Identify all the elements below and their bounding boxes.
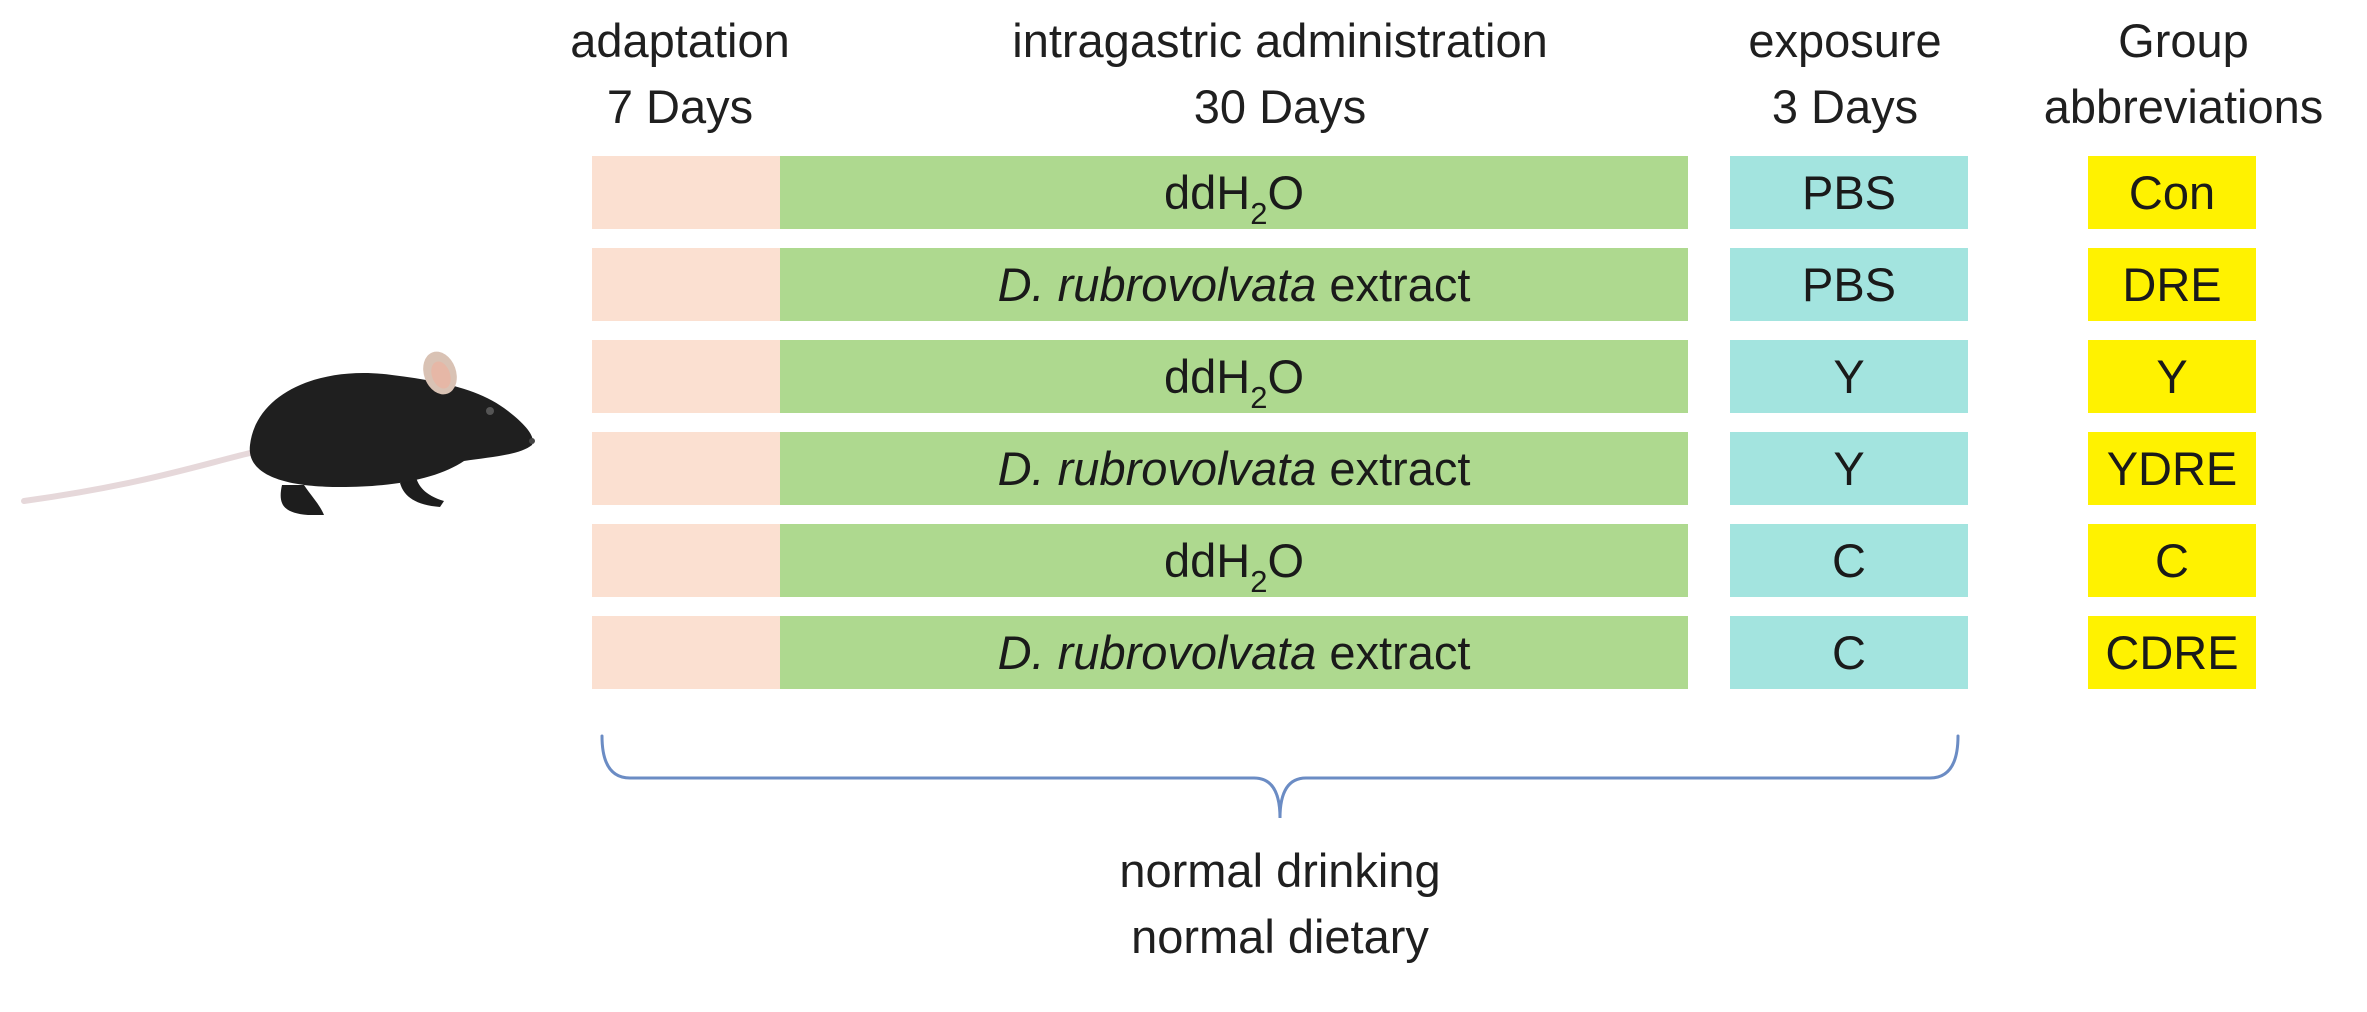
exposure-bar: PBS bbox=[1730, 156, 1968, 229]
abbreviation-badge: Con bbox=[2088, 156, 2256, 229]
header-group-subtitle: abbreviations bbox=[2043, 80, 2324, 133]
treatment-label: D. rubrovolvata extract bbox=[997, 258, 1471, 311]
group-row: D. rubrovolvata extract C CDRE bbox=[0, 616, 2367, 689]
abbreviation-label: Y bbox=[2156, 350, 2188, 403]
mouse-icon bbox=[21, 351, 535, 515]
abbreviation-badge: DRE bbox=[2088, 248, 2256, 321]
header-adaptation-duration: 7 Days bbox=[606, 80, 754, 133]
exposure-bar: C bbox=[1730, 524, 1968, 597]
treatment-bar: ddH2O bbox=[780, 524, 1688, 599]
header-intragastric-title: intragastric administration bbox=[1012, 14, 1548, 67]
treatment-bar: ddH2O bbox=[780, 340, 1688, 415]
exposure-label: PBS bbox=[1801, 166, 1897, 219]
curly-brace-icon bbox=[600, 734, 1960, 819]
exposure-bar: Y bbox=[1730, 432, 1968, 505]
exposure-bar: C bbox=[1730, 616, 1968, 689]
footer-note: normal drinking normal dietary bbox=[1000, 838, 1560, 970]
abbreviation-label: CDRE bbox=[2105, 626, 2239, 679]
exposure-label: C bbox=[1832, 626, 1866, 679]
group-row: ddH2O PBS Con bbox=[0, 156, 2367, 231]
treatment-label: D. rubrovolvata extract bbox=[997, 442, 1471, 495]
treatment-bar: D. rubrovolvata extract bbox=[780, 616, 1688, 689]
treatment-bar: D. rubrovolvata extract bbox=[780, 432, 1688, 505]
header-group-title: Group bbox=[2118, 14, 2249, 67]
exposure-label: C bbox=[1832, 534, 1866, 587]
adaptation-bar bbox=[592, 616, 780, 689]
header-exposure-duration: 3 Days bbox=[1771, 80, 1919, 133]
treatment-label: D. rubrovolvata extract bbox=[997, 626, 1471, 679]
abbreviation-badge: CDRE bbox=[2088, 616, 2256, 689]
header-exposure-title: exposure bbox=[1748, 14, 1942, 67]
group-row: D. rubrovolvata extract Y YDRE bbox=[0, 432, 2367, 505]
abbreviation-badge: C bbox=[2088, 524, 2256, 597]
exposure-bar: PBS bbox=[1730, 248, 1968, 321]
abbreviation-badge: Y bbox=[2088, 340, 2256, 413]
abbreviation-badge: YDRE bbox=[2088, 432, 2256, 505]
treatment-label: ddH2O bbox=[1163, 350, 1305, 415]
treatment-label: ddH2O bbox=[1163, 166, 1305, 231]
exposure-label: Y bbox=[1833, 350, 1865, 403]
exposure-label: Y bbox=[1833, 442, 1865, 495]
header-exposure: exposure 3 Days bbox=[1710, 8, 1980, 140]
abbreviation-label: YDRE bbox=[2106, 442, 2238, 495]
group-row: ddH2O C C bbox=[0, 524, 2367, 599]
treatment-label: ddH2O bbox=[1163, 534, 1305, 599]
group-row: ddH2O Y Y bbox=[0, 340, 2367, 415]
exposure-bar: Y bbox=[1730, 340, 1968, 413]
adaptation-bar bbox=[592, 524, 780, 597]
abbreviation-label: DRE bbox=[2122, 258, 2222, 311]
group-row: D. rubrovolvata extract PBS DRE bbox=[0, 248, 2367, 321]
adaptation-bar bbox=[592, 432, 780, 505]
header-adaptation: adaptation 7 Days bbox=[540, 8, 820, 140]
header-intragastric: intragastric administration 30 Days bbox=[900, 8, 1660, 140]
adaptation-bar bbox=[592, 248, 780, 321]
abbreviation-label: Con bbox=[2128, 166, 2216, 219]
treatment-bar: D. rubrovolvata extract bbox=[780, 248, 1688, 321]
header-intragastric-duration: 30 Days bbox=[1193, 80, 1367, 133]
header-adaptation-title: adaptation bbox=[570, 14, 790, 67]
footer-dietary: normal dietary bbox=[1131, 910, 1429, 963]
treatment-bar: ddH2O bbox=[780, 156, 1688, 231]
adaptation-bar bbox=[592, 340, 780, 413]
header-group-abbreviations: Group abbreviations bbox=[2000, 8, 2367, 140]
adaptation-bar bbox=[592, 156, 780, 229]
exposure-label: PBS bbox=[1801, 258, 1897, 311]
abbreviation-label: C bbox=[2155, 534, 2189, 587]
footer-drinking: normal drinking bbox=[1119, 844, 1441, 897]
